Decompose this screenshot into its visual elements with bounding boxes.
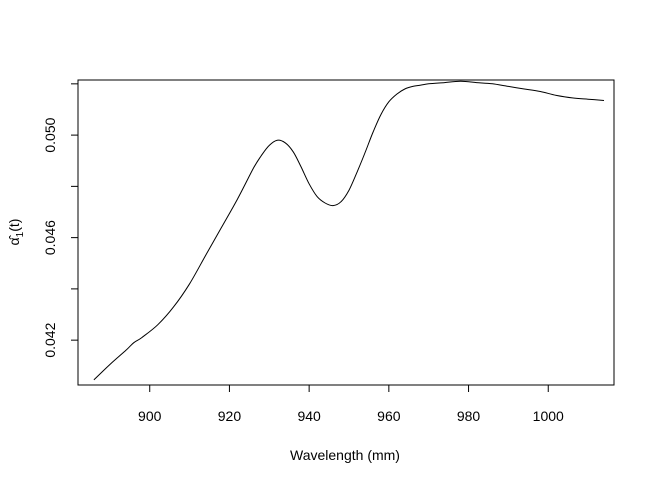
y-axis-title-suffix: (t) bbox=[6, 219, 22, 232]
x-tick-label: 980 bbox=[457, 408, 481, 424]
x-tick-label: 920 bbox=[218, 408, 242, 424]
x-tick-label: 900 bbox=[138, 408, 162, 424]
x-tick-label: 1000 bbox=[533, 408, 564, 424]
plot-frame bbox=[77, 79, 615, 386]
x-axis-title: Wavelength (mm) bbox=[290, 447, 400, 463]
series-line bbox=[93, 80, 605, 381]
y-tick-label: 0.046 bbox=[42, 220, 58, 255]
y-tick-label: 0.042 bbox=[42, 322, 58, 357]
y-tick-label: 0.050 bbox=[42, 117, 58, 152]
x-tick-label: 940 bbox=[297, 408, 321, 424]
y-axis-title: α̂1(t) bbox=[6, 219, 26, 246]
y-axis-title-main: α̂ bbox=[6, 234, 22, 245]
y-axis-title-subscript: 1 bbox=[15, 231, 26, 237]
y-axis: 0.042 0.046 0.050 bbox=[42, 83, 79, 358]
x-axis: 900 920 940 960 980 1000 bbox=[138, 384, 564, 424]
x-tick-label: 960 bbox=[377, 408, 401, 424]
